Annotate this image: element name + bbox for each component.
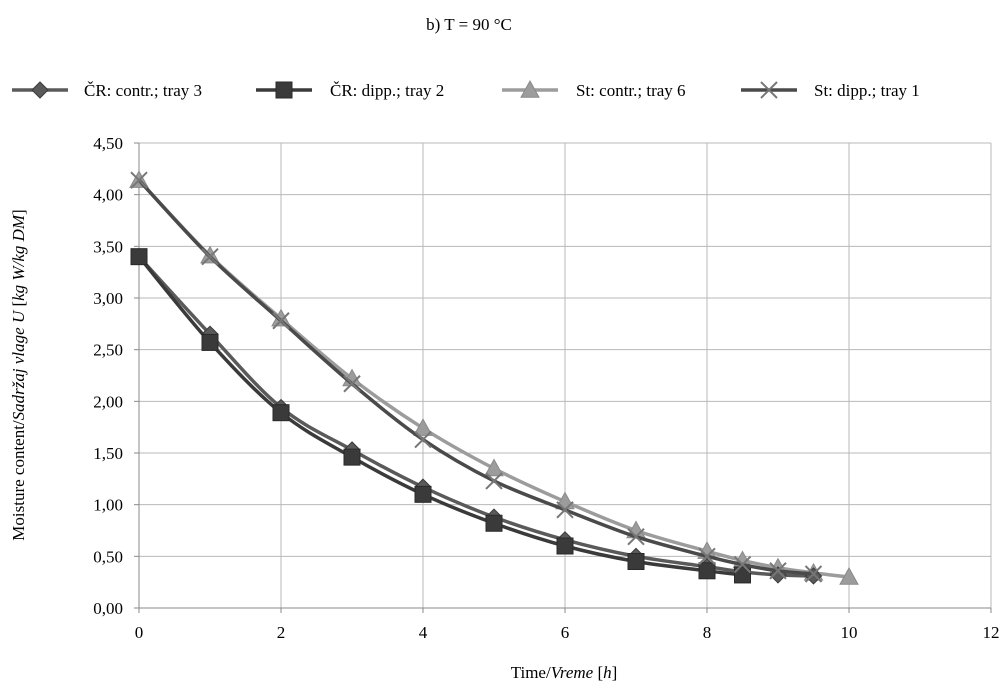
x-tick-label: 4	[419, 623, 428, 642]
data-point-square	[130, 248, 148, 266]
y-tick-label: 3,50	[93, 237, 123, 256]
data-point-triangle	[839, 566, 859, 585]
series-layer	[129, 170, 859, 585]
x-tick-label: 0	[135, 623, 144, 642]
data-point-square	[414, 485, 432, 503]
data-point-x	[343, 375, 361, 393]
data-point-x	[272, 312, 290, 330]
series-x	[130, 171, 823, 583]
data-point-square	[734, 566, 751, 584]
legend-marker-diamond	[31, 81, 49, 99]
data-point-square	[343, 448, 361, 466]
y-tick-label: 1,50	[93, 444, 123, 463]
legend-label: ČR: dipp.; tray 2	[330, 81, 444, 100]
x-axis-label: Time/Vreme [h]	[511, 663, 618, 682]
data-point-x	[804, 565, 823, 583]
legend-marker-x-stroke	[760, 81, 778, 99]
data-point-x-stroke	[627, 527, 645, 546]
y-axis-label-part: kg W/kg DM	[9, 214, 28, 301]
series-line	[137, 255, 814, 578]
y-tick-label: 0,50	[93, 547, 123, 566]
legend-marker-triangle	[520, 79, 540, 98]
data-point-x-stroke	[556, 501, 574, 519]
legend: ČR: contr.; tray 3 ČR: dipp.; tray 2 St: c…	[12, 79, 920, 100]
axes	[134, 142, 992, 613]
data-point-square	[556, 537, 574, 555]
y-tick-label: 2,00	[93, 392, 123, 411]
data-point-x-stroke	[130, 171, 148, 189]
y-tick-label: 4,00	[93, 186, 123, 205]
y-axis-label-part: ]	[9, 209, 28, 215]
data-point-x-stroke	[769, 562, 787, 580]
data-point-x	[627, 527, 645, 546]
legend-label: St: contr.; tray 6	[576, 81, 686, 100]
legend-item: ČR: dipp.; tray 2	[256, 81, 444, 100]
legend-item: ČR: contr.; tray 3	[12, 81, 202, 100]
data-point-x	[698, 547, 716, 566]
data-point-x-stroke	[272, 312, 290, 330]
x-tick-label: 10	[841, 623, 858, 642]
x-axis-label-part: ]	[612, 663, 618, 682]
data-point-triangle	[413, 418, 433, 436]
data-point-x	[485, 472, 503, 490]
data-point-x	[733, 555, 752, 574]
y-tick-labels: 0,00 0,50 1,00 1,50 2,00 2,50 3,00 3,50 4,00 4,50	[93, 134, 123, 618]
y-tick-label: 4,50	[93, 134, 123, 153]
x-tick-label: 6	[561, 623, 570, 642]
x-axis-label-part: h	[603, 663, 612, 682]
x-axis-label-part: Vreme	[551, 663, 594, 682]
data-point-x-stroke	[201, 247, 219, 266]
data-point-x-stroke	[698, 547, 716, 566]
data-point-x	[201, 247, 219, 266]
chart-title: b) T = 90 °C	[426, 15, 512, 34]
y-axis-label: Moisture content/Sadržaj vlage U [kg W/k…	[9, 209, 28, 540]
data-point-square	[201, 333, 219, 351]
legend-item: St: dipp.; tray 1	[741, 81, 920, 100]
legend-label: St: dipp.; tray 1	[814, 81, 920, 100]
y-tick-label: 1,00	[93, 496, 123, 515]
x-tick-labels: 0 2 4 6 8 10 12	[135, 623, 1000, 642]
legend-marker-square	[275, 81, 293, 99]
series-diamond	[130, 247, 823, 585]
x-tick-label: 8	[703, 623, 712, 642]
data-point-square	[627, 553, 645, 570]
series-square	[130, 248, 751, 584]
x-axis-label-part: Time/	[511, 663, 551, 682]
data-point-x-stroke	[733, 555, 752, 574]
data-point-x-stroke	[414, 430, 432, 449]
x-tick-label: 2	[277, 623, 286, 642]
x-tick-label: 12	[983, 623, 1000, 642]
grid	[139, 142, 992, 608]
data-point-square	[698, 562, 716, 580]
data-point-x	[769, 562, 787, 580]
data-point-x-stroke	[804, 565, 823, 583]
y-tick-label: 0,00	[93, 599, 123, 618]
data-point-square	[485, 514, 503, 532]
data-point-x-stroke	[343, 375, 361, 393]
legend-item: St: contr.; tray 6	[502, 79, 686, 100]
data-point-triangle	[484, 458, 504, 477]
legend-marker-x	[760, 81, 778, 99]
y-axis-label-part: Sadržaj vlage U	[9, 309, 28, 420]
data-point-x	[556, 501, 574, 519]
y-tick-label: 2,50	[93, 341, 123, 360]
data-point-x	[130, 171, 148, 189]
x-axis-label-part: [	[593, 663, 603, 682]
legend-label: ČR: contr.; tray 3	[84, 81, 202, 100]
y-axis-label-part: Moisture content/	[9, 420, 28, 541]
data-point-square	[272, 404, 290, 422]
y-axis-label-part: [	[9, 301, 28, 311]
data-point-x-stroke	[485, 472, 503, 490]
y-tick-label: 3,00	[93, 289, 123, 308]
data-point-x	[414, 430, 432, 449]
series-line	[137, 255, 743, 577]
